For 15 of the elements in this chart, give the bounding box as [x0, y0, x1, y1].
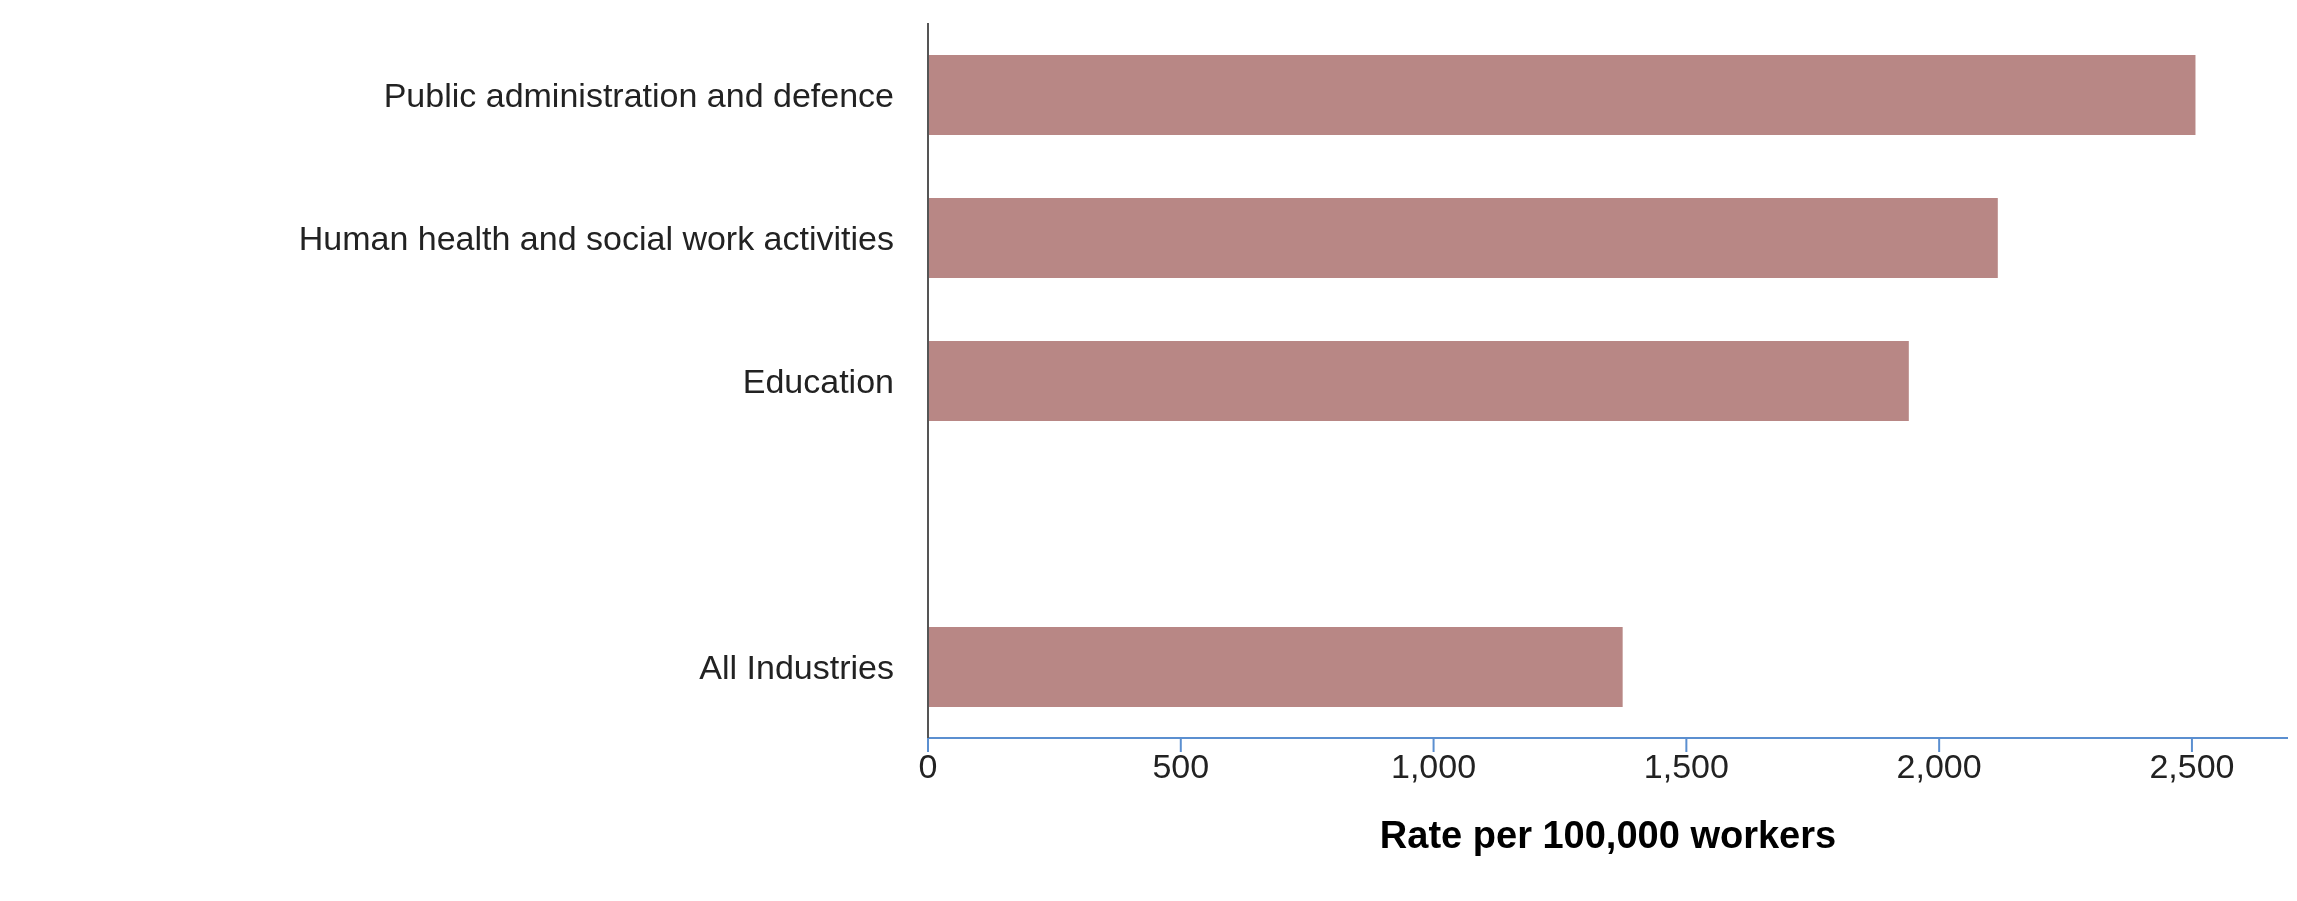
y-tick-label: All Industries	[699, 647, 894, 686]
bar	[928, 627, 1623, 707]
y-tick-label: Public administration and defence	[383, 75, 894, 114]
x-tick-label: 1,000	[1391, 747, 1477, 786]
y-tick-label: Human health and social work activities	[298, 218, 894, 257]
x-tick-label: 2,500	[2149, 747, 2235, 786]
y-tick-label: Education	[742, 361, 894, 400]
x-tick-label: 2,000	[1896, 747, 1982, 786]
bar	[928, 55, 2196, 135]
x-tick-label: 1,500	[1643, 747, 1729, 786]
bar	[928, 341, 1909, 421]
x-tick-label: 500	[1152, 747, 1210, 786]
x-tick-label: 0	[918, 747, 938, 786]
bar	[928, 198, 1998, 278]
x-axis-title: Rate per 100,000 workers	[1379, 814, 1837, 856]
